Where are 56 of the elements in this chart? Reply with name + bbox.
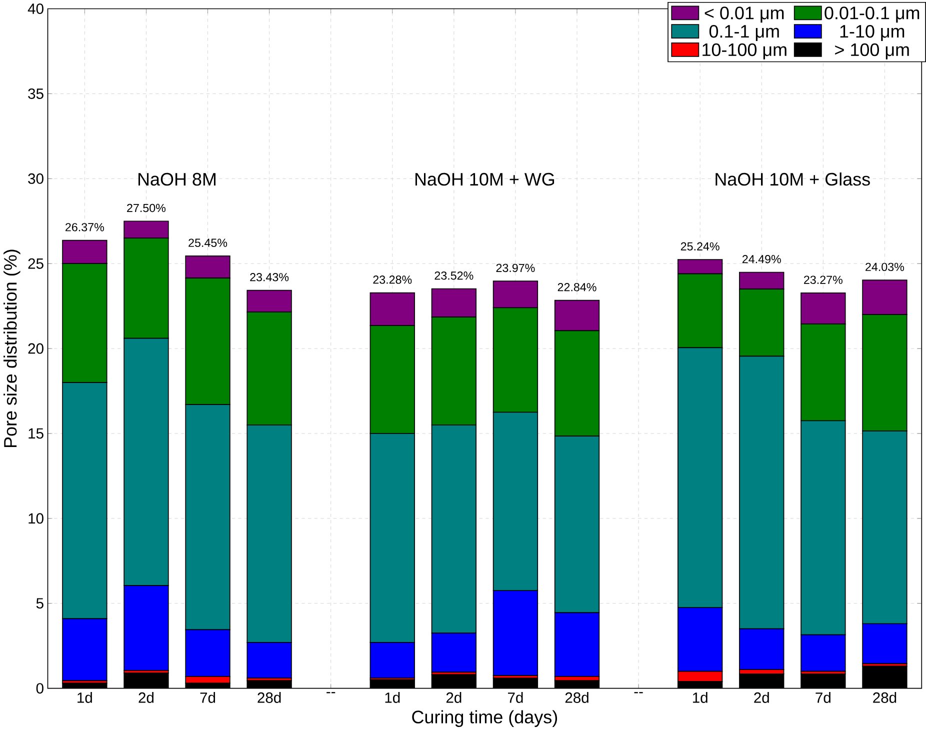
total-label: 23.52% [434,271,474,280]
x-tick-label: 1d [692,692,708,703]
y-tick-label: 30 [28,173,44,184]
total-label: 24.03% [866,262,904,271]
total-label: 25.45% [188,238,228,247]
bar [739,673,784,688]
bar [124,672,169,688]
bar [62,682,108,688]
bar [862,666,908,688]
total-label: 27.50% [127,204,166,212]
bar [800,673,846,688]
bar [246,680,292,688]
y-axis-title: Pore size distribution (%) [4,250,20,447]
y-tick-label: 10 [28,512,44,524]
x-tick-label: 28d [873,692,896,703]
bar [554,680,600,688]
x-tick-label: 7d [200,692,216,703]
x-tick-label: -- [634,692,643,693]
y-tick-label: 15 [28,428,44,438]
y-tick-label: 5 [36,598,44,608]
annotation: NaOH 10M + Glass [716,172,870,186]
legend-label: < 0.01 μm [704,6,784,22]
x-axis-title: Curing time (days) [412,710,557,727]
x-tick-label: 28d [258,692,281,703]
annotation: NaOH 10M + WG [415,172,554,186]
total-label: 23.28% [373,275,412,284]
x-tick-label: 2d [446,692,462,703]
legend-label: > 100 μm [835,43,909,60]
x-tick-label: 28d [565,692,588,703]
legend-label: 1-10 μm [840,24,904,41]
x-tick-label: 2d [754,692,769,703]
total-label: 23.27% [804,275,842,284]
y-tick-label: 0 [36,682,44,694]
legend-label: 0.01-0.1 μm [824,6,920,22]
bar [492,677,538,688]
legend-label: 10-100 μm [702,43,786,60]
x-tick-label: 7d [508,692,523,703]
y-tick-label: 20 [28,343,44,354]
y-tick-label: 35 [28,88,44,99]
x-tick-label: 2d [138,692,154,703]
total-label: 26.37% [66,222,104,232]
total-label: 22.84% [558,282,596,292]
y-tick-label: 25 [28,258,44,269]
x-tick-label: -- [326,692,336,693]
x-tick-label: 1d [385,692,400,703]
total-label: 25.24% [680,242,720,250]
total-label: 24.49% [742,254,781,263]
total-label: 23.97% [496,264,535,272]
legend-label: 0.1-1 μm [709,24,779,41]
annotation: NaOH 8M [138,172,216,186]
total-label: 23.43% [250,272,289,282]
bar [431,674,477,688]
x-tick-label: 1d [78,692,92,703]
bar [370,679,415,688]
y-tick-label: 40 [28,3,44,14]
x-tick-label: 7d [816,692,830,703]
